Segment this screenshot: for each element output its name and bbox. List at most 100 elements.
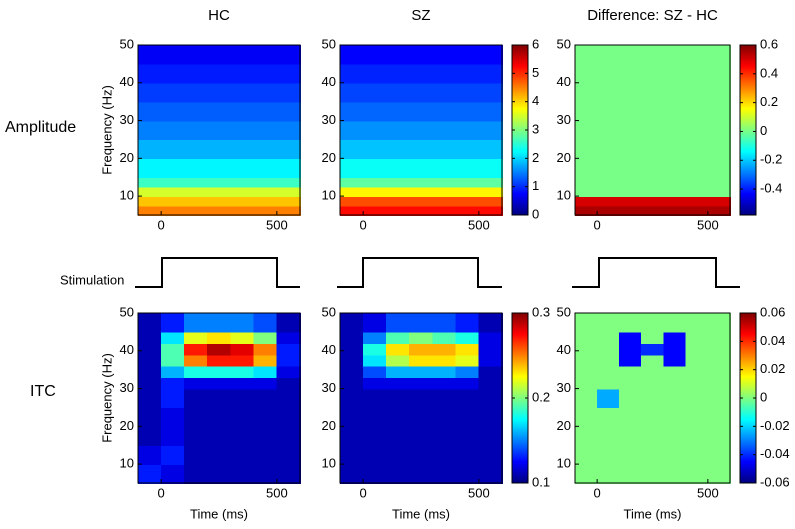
heatmap-cell [184, 388, 209, 409]
heatmap-cell [432, 388, 457, 409]
heatmap-cell [362, 365, 388, 378]
row-label: ITC [30, 383, 56, 400]
plot-frame [574, 312, 731, 484]
heatmap-cell [478, 342, 503, 356]
heatmap-cell [596, 376, 621, 390]
heatmap-cell [230, 388, 255, 409]
x-tick-label: 500 [266, 485, 288, 500]
heatmap-cell [663, 426, 687, 446]
colorbar-tick-label: 0.3 [532, 304, 550, 319]
heatmap-cell [276, 407, 301, 428]
heatmap-cell [596, 407, 621, 428]
colorbar-tick-label: -0.02 [760, 418, 790, 433]
heatmap-cell [386, 331, 411, 344]
heatmap-cell [339, 463, 364, 484]
colorbar-tick-label: 5 [532, 65, 539, 80]
colorbar [739, 44, 757, 216]
heatmap-cell [663, 342, 687, 356]
heatmap-cell [230, 354, 255, 367]
heatmap-cell [432, 354, 457, 367]
chart-title: HC [208, 7, 230, 24]
y-tick-label: 10 [322, 188, 336, 203]
heatmap-cell [339, 120, 503, 141]
y-tick-label: 40 [322, 342, 336, 357]
heatmap-cell [137, 101, 301, 122]
heatmap-cell [596, 354, 621, 367]
heatmap-cell [339, 444, 364, 465]
heatmap-cell [230, 376, 255, 390]
heatmap-cell [478, 407, 503, 428]
heatmap-cell [574, 312, 598, 333]
heatmap-cell [455, 407, 480, 428]
heatmap-cell [596, 342, 621, 356]
y-tick-label: 50 [557, 304, 571, 319]
heatmap-cell [685, 312, 709, 333]
x-axis-label: Time (ms) [392, 506, 450, 521]
heatmap-cell [339, 342, 364, 356]
heatmap-cell [663, 365, 687, 378]
heatmap-cell [574, 101, 731, 122]
heatmap-cell [137, 139, 301, 160]
heatmap-cell [137, 331, 162, 344]
heatmap-cell [574, 158, 731, 178]
x-axis-label: Time (ms) [190, 506, 248, 521]
heatmap-cell [339, 312, 364, 333]
heatmap-cell [276, 312, 301, 333]
colorbar-tick-label: 4 [532, 93, 539, 108]
plot-frame [574, 44, 731, 216]
heatmap-cell [339, 195, 503, 207]
x-tick-label: 0 [158, 217, 165, 232]
heatmap-cell [207, 463, 232, 484]
y-tick-label: 20 [322, 418, 336, 433]
heatmap-cell [137, 186, 301, 197]
heatmap-cell [574, 444, 598, 465]
heatmap-cell [596, 426, 621, 446]
colorbar-tick-label: -0.06 [760, 474, 790, 489]
y-tick-label: 40 [557, 74, 571, 89]
colorbar-tick-label: 6 [532, 36, 539, 51]
heatmap-cell [455, 312, 480, 333]
heatmap-cell [409, 426, 434, 446]
y-tick-label: 40 [322, 74, 336, 89]
heatmap-cell [455, 342, 480, 356]
colorbar-tick-label: 0.6 [760, 36, 778, 51]
heatmap-cell [184, 331, 209, 344]
heatmap-cell [685, 444, 709, 465]
heatmap-cell [137, 407, 162, 428]
heatmap-cell [207, 444, 232, 465]
heatmap-cell [386, 312, 411, 333]
heatmap-cell [184, 407, 209, 428]
heatmap-cell [184, 463, 209, 484]
heatmap-cell [409, 376, 434, 390]
heatmap-cell [478, 365, 503, 378]
heatmap-cell [339, 205, 503, 216]
heatmap-cell [432, 407, 457, 428]
heatmap-cell [160, 407, 186, 428]
heatmap-cell [137, 158, 301, 178]
heatmap-cell [663, 312, 687, 333]
heatmap-cell [184, 312, 209, 333]
colorbar-tick-label: 0.06 [760, 304, 785, 319]
colorbar-tick-label: 3 [532, 121, 539, 136]
heatmap-cell [574, 388, 598, 409]
heatmap-cell [685, 426, 709, 446]
heatmap-cell [276, 463, 301, 484]
heatmap-cell [574, 331, 598, 344]
heatmap-cell [339, 158, 503, 178]
colorbar-tick-label: 0 [532, 206, 539, 221]
heatmap-cell [184, 444, 209, 465]
heatmap-cell [574, 426, 598, 446]
x-tick-label: 500 [697, 217, 719, 232]
heatmap-cell [339, 365, 364, 378]
heatmap-cell [160, 463, 186, 484]
colorbar-tick-label: 0 [760, 389, 767, 404]
heatmap-cell [663, 354, 687, 367]
heatmap-cell [707, 407, 731, 428]
heatmap-cell [362, 312, 388, 333]
heatmap-cell [253, 388, 278, 409]
y-axis-label: Frequency (Hz) [99, 353, 114, 443]
heatmap-cell [386, 354, 411, 367]
heatmap-cell [160, 376, 186, 390]
heatmap-cell [596, 463, 621, 484]
